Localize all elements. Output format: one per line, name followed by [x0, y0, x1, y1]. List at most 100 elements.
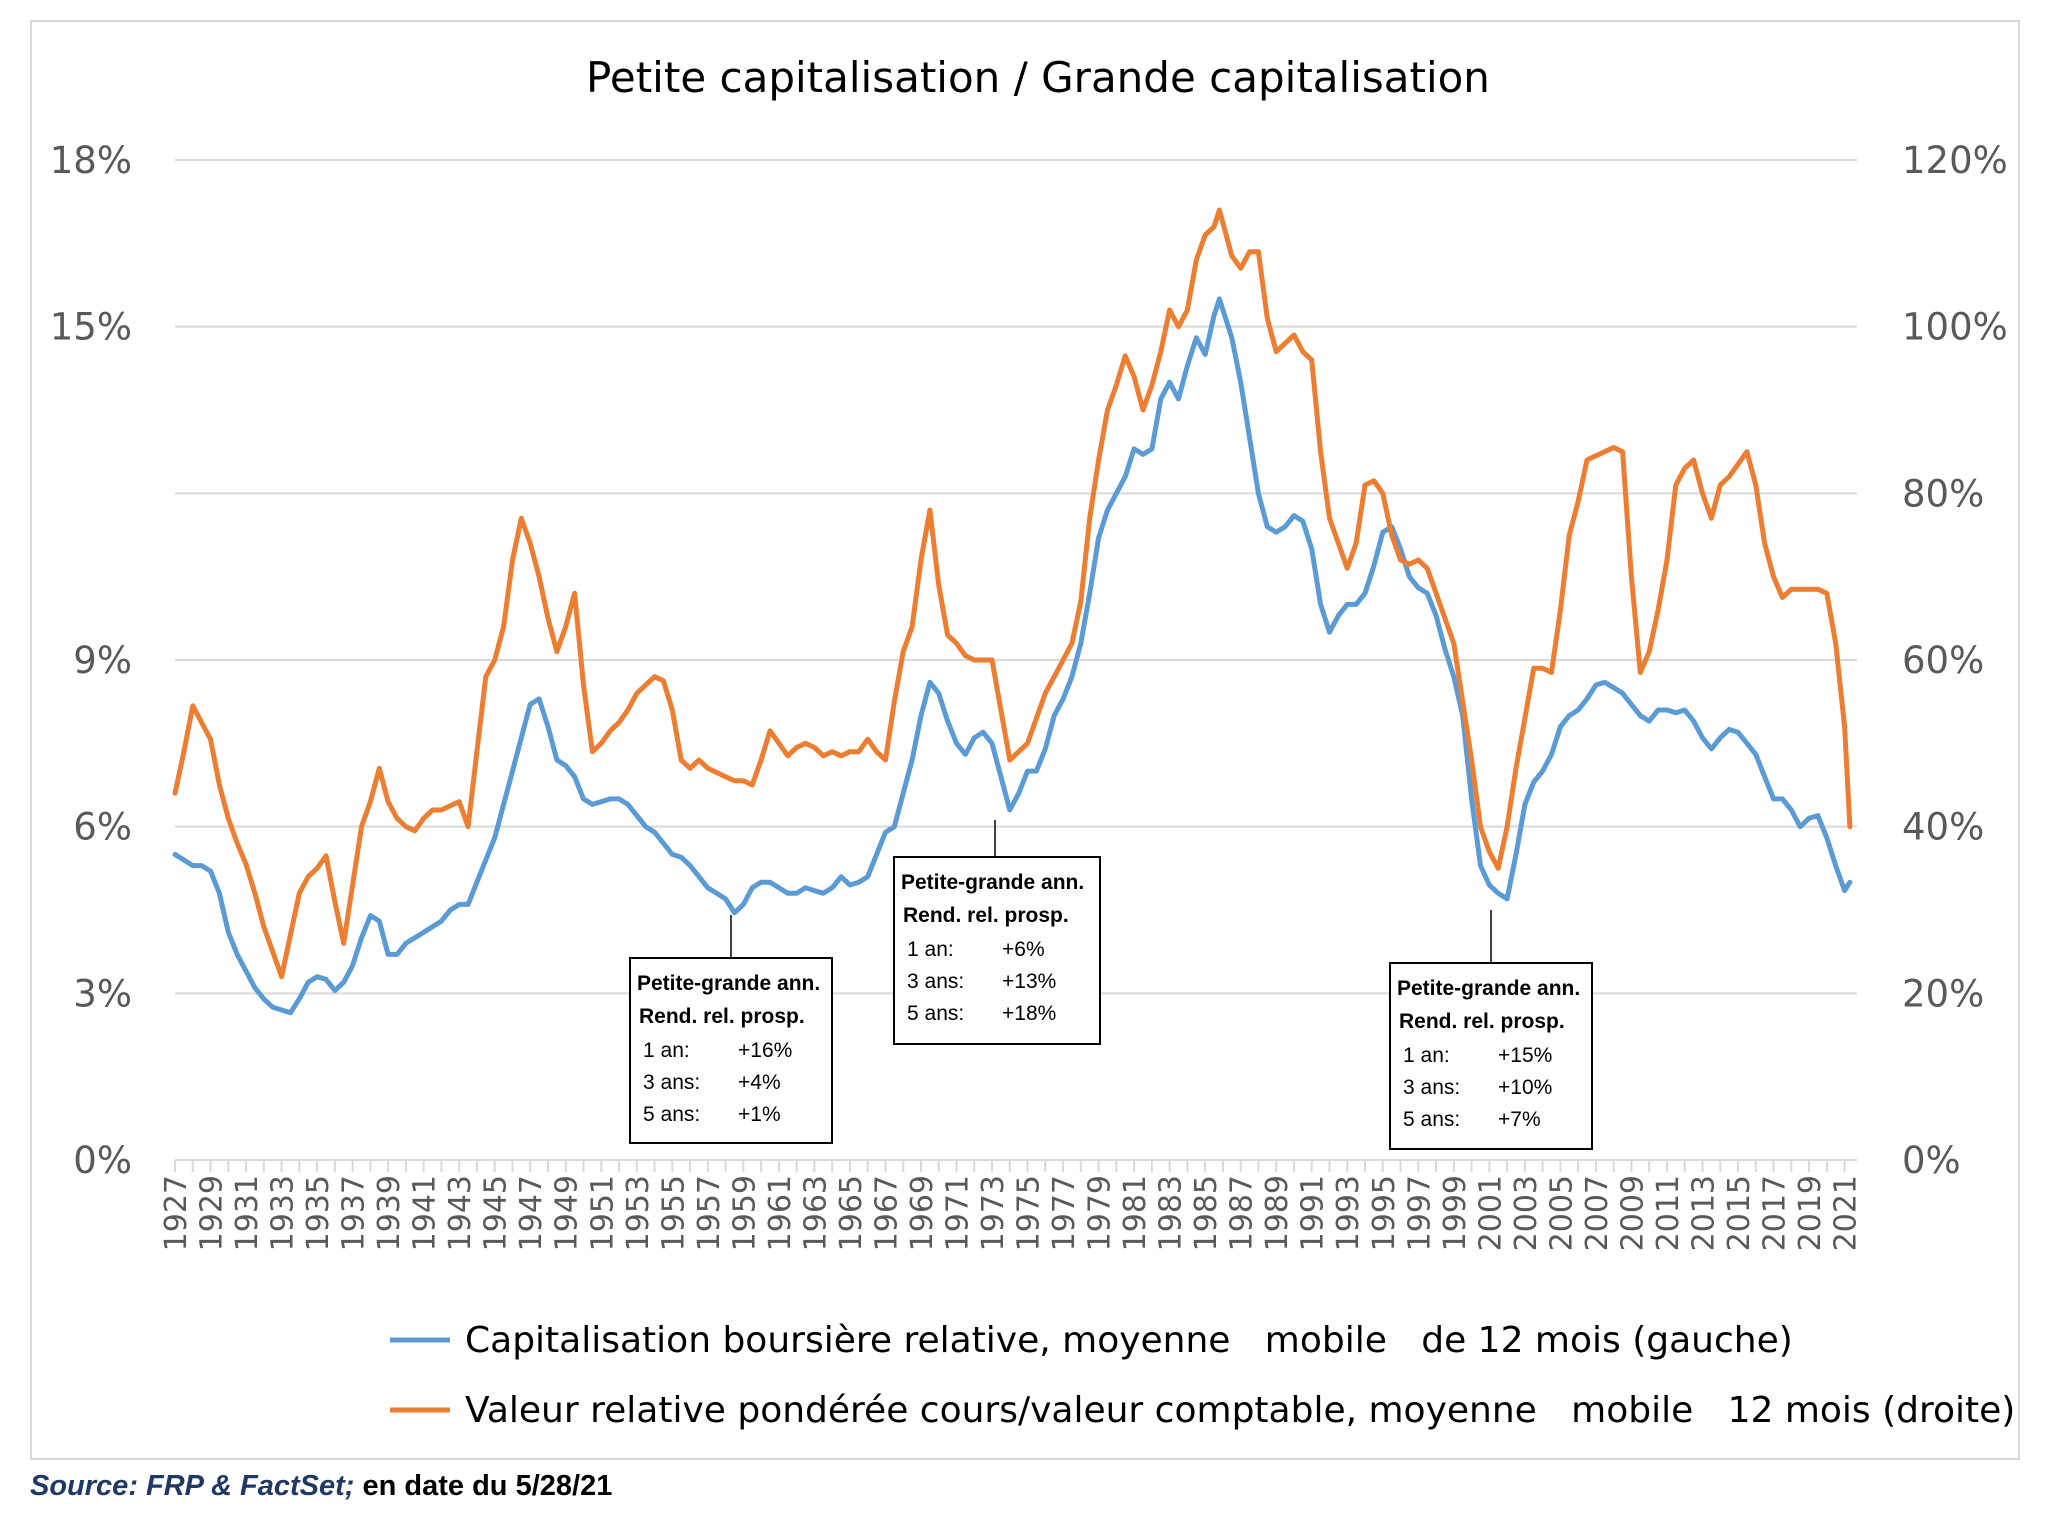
- x-tick-label: 2011: [1651, 1175, 1686, 1251]
- right-tick-label: 40%: [1902, 806, 1984, 849]
- chart-svg: Petite capitalisation / Grande capitalis…: [50, 53, 2016, 1431]
- left-tick-label: 0%: [73, 1139, 132, 1182]
- annotation-row-label: 1 an:: [643, 1039, 690, 1062]
- annotation-rect: [629, 957, 833, 1144]
- x-tick-label: 1939: [372, 1175, 407, 1251]
- right-tick-label: 120%: [1902, 139, 2008, 182]
- x-tick-label: 1953: [621, 1175, 656, 1251]
- annotation-boxes: Petite-grande ann. Rend. rel. prosp. 1 an:…: [629, 820, 1593, 1150]
- right-axis: 0% 20% 40% 60% 80% 100% 120%: [1902, 139, 2008, 1182]
- annotation-subtitle: Rend. rel. prosp.: [639, 1005, 805, 1028]
- left-tick-label: 18%: [50, 139, 132, 182]
- x-tick-label: 1999: [1438, 1175, 1473, 1251]
- x-tick-label: 1987: [1225, 1175, 1260, 1251]
- x-axis: 1927 1929 1931 1933 1935 1937 1939 1941 1943 1945…: [159, 1159, 1864, 1251]
- x-tick-label: 1929: [195, 1175, 230, 1251]
- right-tick-label: 60%: [1902, 639, 1984, 682]
- x-tick-label: 1955: [656, 1175, 691, 1251]
- annotation-row-label: 3 ans:: [907, 970, 964, 993]
- right-tick-label: 20%: [1902, 972, 1984, 1015]
- x-tick-label: 1989: [1260, 1175, 1295, 1251]
- x-tick-label: 1995: [1367, 1175, 1402, 1251]
- series-lines: [172, 207, 1853, 1016]
- x-tick-label: 1971: [940, 1175, 975, 1251]
- annotation-box: Petite-grande ann. Rend. rel. prosp. 1 an:…: [893, 820, 1101, 1045]
- x-tick-label: 2019: [1793, 1175, 1828, 1251]
- annotation-row-value: +7%: [1498, 1108, 1541, 1131]
- annotation-row-value: +6%: [1002, 938, 1045, 961]
- source-text: Source: FRP & FactSet;: [30, 1470, 355, 1502]
- x-tick-label: 1963: [798, 1175, 833, 1251]
- x-tick-label: 1947: [514, 1175, 549, 1251]
- legend-label-market-cap: Capitalisation boursière relative, moyen…: [465, 1320, 1793, 1361]
- annotation-row-value: +13%: [1002, 970, 1056, 993]
- annotation-row-label: 3 ans:: [643, 1071, 700, 1094]
- x-tick-label: 1983: [1154, 1175, 1189, 1251]
- left-tick-label: 6%: [73, 806, 132, 849]
- annotation-title: Petite-grande ann.: [637, 972, 820, 995]
- annotation-box: Petite-grande ann. Rend. rel. prosp. 1 an:…: [1389, 910, 1593, 1150]
- x-tick-label: 2005: [1544, 1175, 1579, 1251]
- x-tick-label: 1975: [1012, 1175, 1047, 1251]
- x-tick-label: 1927: [159, 1175, 194, 1251]
- x-tick-label: 2013: [1686, 1175, 1721, 1251]
- x-tick-label: 2017: [1758, 1175, 1793, 1251]
- x-tick-label: 1981: [1118, 1175, 1153, 1251]
- annotation-row-label: 5 ans:: [1403, 1108, 1460, 1131]
- legend-label-book-value: Valeur relative pondérée cours/valeur co…: [465, 1390, 2015, 1431]
- right-tick-label: 100%: [1902, 306, 2008, 349]
- x-tick-label: 1959: [727, 1175, 762, 1251]
- x-tick-label: 1943: [443, 1175, 478, 1251]
- x-tick-label: 1965: [834, 1175, 869, 1251]
- annotation-row-label: 1 an:: [1403, 1044, 1450, 1067]
- annotation-title: Petite-grande ann.: [901, 871, 1084, 894]
- chart-frame: [30, 20, 2020, 1460]
- left-tick-label: 15%: [50, 306, 132, 349]
- x-tick-label: 1937: [337, 1175, 372, 1251]
- right-tick-label: 80%: [1902, 472, 1984, 515]
- annotation-rect: [1389, 962, 1593, 1150]
- annotation-row-value: +18%: [1002, 1002, 1056, 1025]
- legend: Capitalisation boursière relative, moyen…: [390, 1320, 2015, 1431]
- x-tick-label: 1949: [550, 1175, 585, 1251]
- x-tick-label: 1931: [230, 1175, 265, 1251]
- x-tick-label: 1933: [266, 1175, 301, 1251]
- x-tick-label: 1997: [1402, 1175, 1437, 1251]
- x-tick-label: 2007: [1580, 1175, 1615, 1251]
- x-tick-label: 1951: [585, 1175, 620, 1251]
- annotation-subtitle: Rend. rel. prosp.: [903, 904, 1069, 927]
- x-tick-label: 2021: [1829, 1175, 1864, 1251]
- chart-title: Petite capitalisation / Grande capitalis…: [586, 53, 1490, 102]
- x-tick-label: 2001: [1473, 1175, 1508, 1251]
- source-note: Source: FRP & FactSet; en date du 5/28/2…: [30, 1470, 612, 1503]
- x-tick-label: 1967: [869, 1175, 904, 1251]
- x-tick-label: 2009: [1615, 1175, 1650, 1251]
- x-tick-label: 1957: [692, 1175, 727, 1251]
- x-tick-label: 1979: [1083, 1175, 1118, 1251]
- left-tick-label: 9%: [73, 639, 132, 682]
- annotation-row-value: +1%: [738, 1103, 781, 1126]
- annotation-row-value: +10%: [1498, 1076, 1552, 1099]
- x-tick-label: 2015: [1722, 1175, 1757, 1251]
- x-tick-label: 1969: [905, 1175, 940, 1251]
- annotation-row-label: 5 ans:: [643, 1103, 700, 1126]
- x-tick-label: 1935: [301, 1175, 336, 1251]
- x-tick-label: 1941: [408, 1175, 443, 1251]
- annotation-box: Petite-grande ann. Rend. rel. prosp. 1 an:…: [629, 915, 833, 1144]
- series-line-book-value: [172, 207, 1853, 980]
- date-text: en date du 5/28/21: [362, 1470, 613, 1502]
- x-tick-label: 1991: [1296, 1175, 1331, 1251]
- left-tick-label: 3%: [73, 972, 132, 1015]
- annotation-row-label: 5 ans:: [907, 1002, 964, 1025]
- left-axis: 0% 3% 6% 9% 15% 18%: [50, 139, 132, 1182]
- annotation-rect: [893, 856, 1101, 1045]
- annotation-subtitle: Rend. rel. prosp.: [1399, 1010, 1565, 1033]
- right-tick-label: 0%: [1902, 1139, 1961, 1182]
- series-line-market-cap: [172, 296, 1853, 1016]
- x-tick-label: 2003: [1509, 1175, 1544, 1251]
- x-tick-label: 1973: [976, 1175, 1011, 1251]
- x-tick-label: 1961: [763, 1175, 798, 1251]
- x-tick-label: 1977: [1047, 1175, 1082, 1251]
- annotation-row-value: +4%: [738, 1071, 781, 1094]
- x-tick-label: 1985: [1189, 1175, 1224, 1251]
